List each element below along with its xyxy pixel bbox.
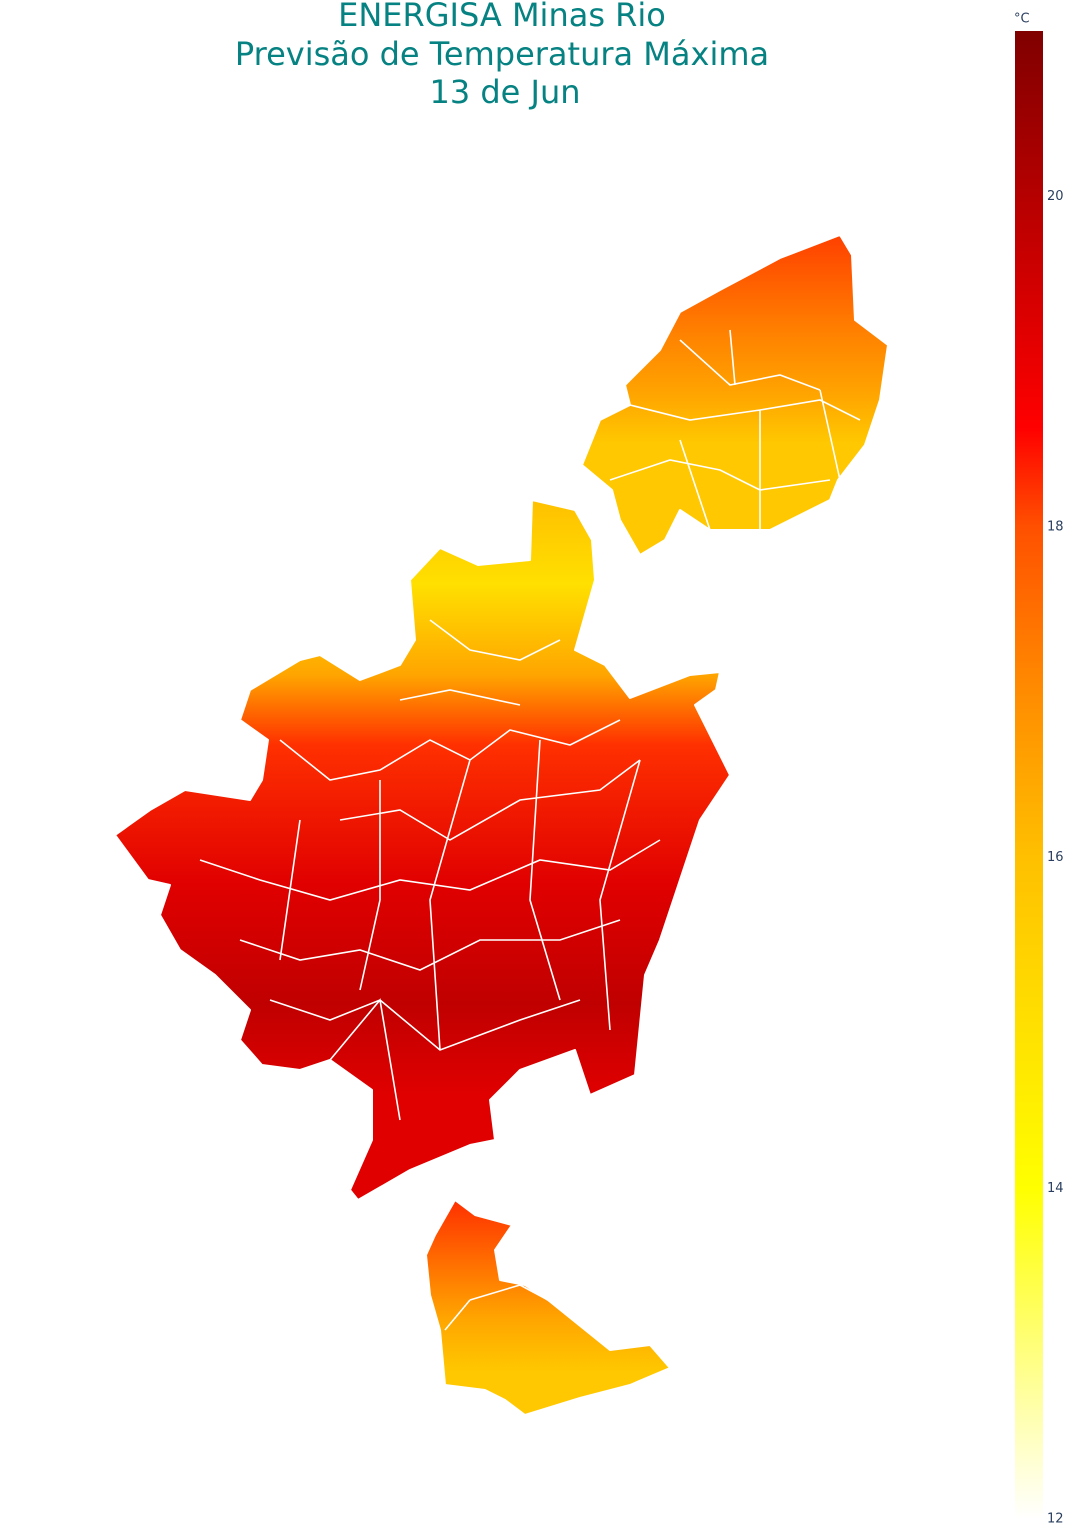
map [114,234,889,1416]
colorbar-tick-label: 12 [1047,1512,1064,1527]
colorbar-tick-label: 14 [1047,1181,1064,1196]
title-line: ENERGISA Minas Rio [338,0,666,34]
region-central [114,499,731,1201]
colorbar-tick-label: 16 [1047,850,1064,865]
colorbar: °C 12 14 16 18 20 [1014,12,1064,1527]
municipal-border [609,329,861,531]
colorbar-tick-label: 18 [1047,520,1064,535]
colorbar-scale [1015,31,1043,1519]
title-line: 13 de Jun [429,73,580,111]
colorbar-tick-label: 20 [1047,189,1064,204]
title-line: Previsão de Temperatura Máxima [235,35,769,73]
colorbar-title: °C [1014,12,1030,27]
region-south [425,1199,671,1416]
municipal-border [199,619,661,1121]
municipal-border [444,1284,549,1331]
region-northeast [581,234,889,556]
